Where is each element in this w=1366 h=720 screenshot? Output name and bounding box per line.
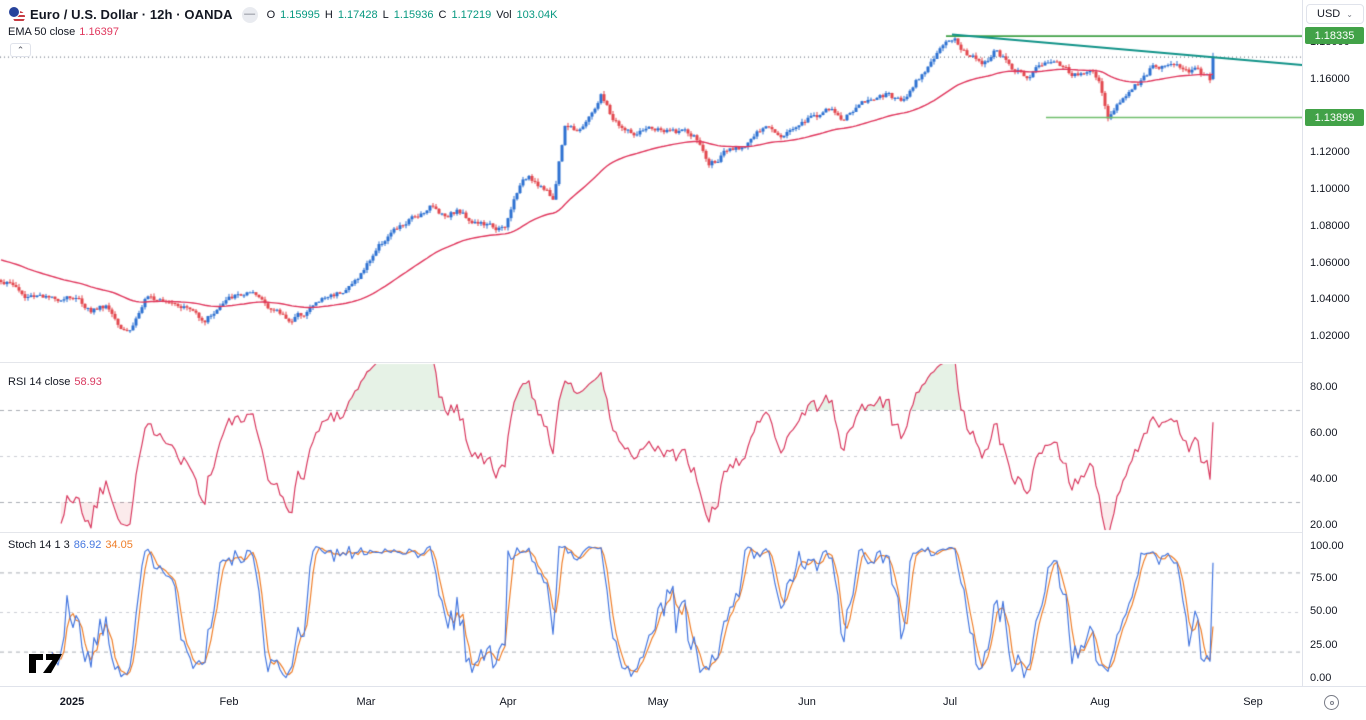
time-tick-label: 2025 bbox=[59, 696, 85, 708]
axis-tick-label: 1.16000 bbox=[1310, 73, 1350, 85]
volume-value: 103.04K bbox=[516, 8, 558, 21]
symbol-title[interactable]: Euro / U.S. Dollar · 12h · OANDA bbox=[30, 7, 233, 22]
axis-tick-label: 1.04000 bbox=[1310, 293, 1350, 305]
ema-legend[interactable]: EMA 50 close 1.16397 bbox=[8, 26, 119, 38]
axis-tick-label: 1.08000 bbox=[1310, 220, 1350, 232]
currency-dropdown[interactable]: USD ⌄ bbox=[1306, 4, 1364, 24]
low-value: 1.15936 bbox=[393, 8, 434, 21]
axis-tick-label: 60.00 bbox=[1310, 427, 1338, 439]
axis-tick-label: 50.00 bbox=[1310, 605, 1338, 617]
axis-tick-label: 80.00 bbox=[1310, 381, 1338, 393]
time-tick-label: May bbox=[647, 696, 669, 708]
time-tick-label: Mar bbox=[356, 696, 376, 708]
stoch-label: Stoch 14 1 3 bbox=[8, 539, 70, 551]
time-axis[interactable]: 2025 Feb Mar Apr May Jun Jul Aug Sep bbox=[0, 686, 1366, 720]
pane-separator-rsi-stoch[interactable] bbox=[0, 532, 1366, 533]
axis-tick-label: 1.02000 bbox=[1310, 330, 1350, 342]
ema-label: EMA 50 close bbox=[8, 26, 76, 38]
collapse-pane-button[interactable]: ⌃ bbox=[10, 43, 31, 57]
stoch-d-value: 34.05 bbox=[105, 539, 133, 551]
axis-tick-label: 25.00 bbox=[1310, 639, 1338, 651]
rsi-label: RSI 14 close bbox=[8, 376, 71, 388]
close-label: C bbox=[438, 8, 447, 21]
time-tick-label: Aug bbox=[1090, 696, 1110, 708]
axis-tick-label: 1.12000 bbox=[1310, 146, 1350, 158]
axis-tick-label: 75.00 bbox=[1310, 572, 1338, 584]
rsi-legend[interactable]: RSI 14 close 58.93 bbox=[8, 376, 102, 388]
time-tick-label: Jun bbox=[798, 696, 816, 708]
axis-tick-label: 1.06000 bbox=[1310, 257, 1350, 269]
stoch-k-value: 86.92 bbox=[73, 539, 102, 551]
price-axis[interactable]: USD ⌄ 1.180001.160001.120001.100001.0800… bbox=[1302, 0, 1366, 686]
high-value: 1.17428 bbox=[337, 8, 378, 21]
axis-tick-label: 100.00 bbox=[1310, 540, 1344, 552]
symbol-legend: Euro / U.S. Dollar · 12h · OANDA — O 1.15… bbox=[8, 6, 558, 23]
axis-settings-icon[interactable] bbox=[1324, 695, 1339, 710]
time-tick-label: Jul bbox=[942, 696, 958, 708]
high-label: H bbox=[324, 8, 333, 21]
chart-plot-area[interactable] bbox=[0, 0, 1302, 686]
close-value: 1.17219 bbox=[451, 8, 492, 21]
open-value: 1.15995 bbox=[280, 8, 320, 21]
rsi-value: 58.93 bbox=[74, 376, 102, 388]
pane-separator-main-rsi[interactable] bbox=[0, 362, 1366, 363]
axis-tick-label: 0.00 bbox=[1310, 672, 1332, 684]
ema-value: 1.16397 bbox=[79, 26, 120, 38]
time-tick-label: Apr bbox=[499, 696, 517, 708]
time-tick-label: Feb bbox=[219, 696, 239, 708]
price-level-badge: 1.18335 bbox=[1305, 27, 1364, 44]
low-label: L bbox=[382, 8, 389, 21]
axis-tick-label: 1.10000 bbox=[1310, 183, 1350, 195]
open-label: O bbox=[266, 8, 276, 21]
chevron-down-icon: ⌄ bbox=[1346, 9, 1353, 19]
eurusd-pair-icon bbox=[8, 6, 25, 23]
time-tick-label: Sep bbox=[1243, 696, 1263, 708]
axis-tick-label: 20.00 bbox=[1310, 519, 1338, 531]
volume-label: Vol bbox=[496, 8, 512, 21]
tradingview-logo bbox=[29, 654, 62, 673]
ohlc-values: O 1.15995 H 1.17428 L 1.15936 C 1.17219 Vol 1… bbox=[267, 9, 558, 21]
stoch-legend[interactable]: Stoch 14 1 3 86.92 34.05 bbox=[8, 539, 133, 551]
currency-dropdown-label: USD bbox=[1317, 8, 1341, 20]
axis-tick-label: 40.00 bbox=[1310, 473, 1338, 485]
visibility-toggle-button[interactable]: — bbox=[241, 6, 258, 23]
price-level-badge: 1.13899 bbox=[1305, 109, 1364, 126]
